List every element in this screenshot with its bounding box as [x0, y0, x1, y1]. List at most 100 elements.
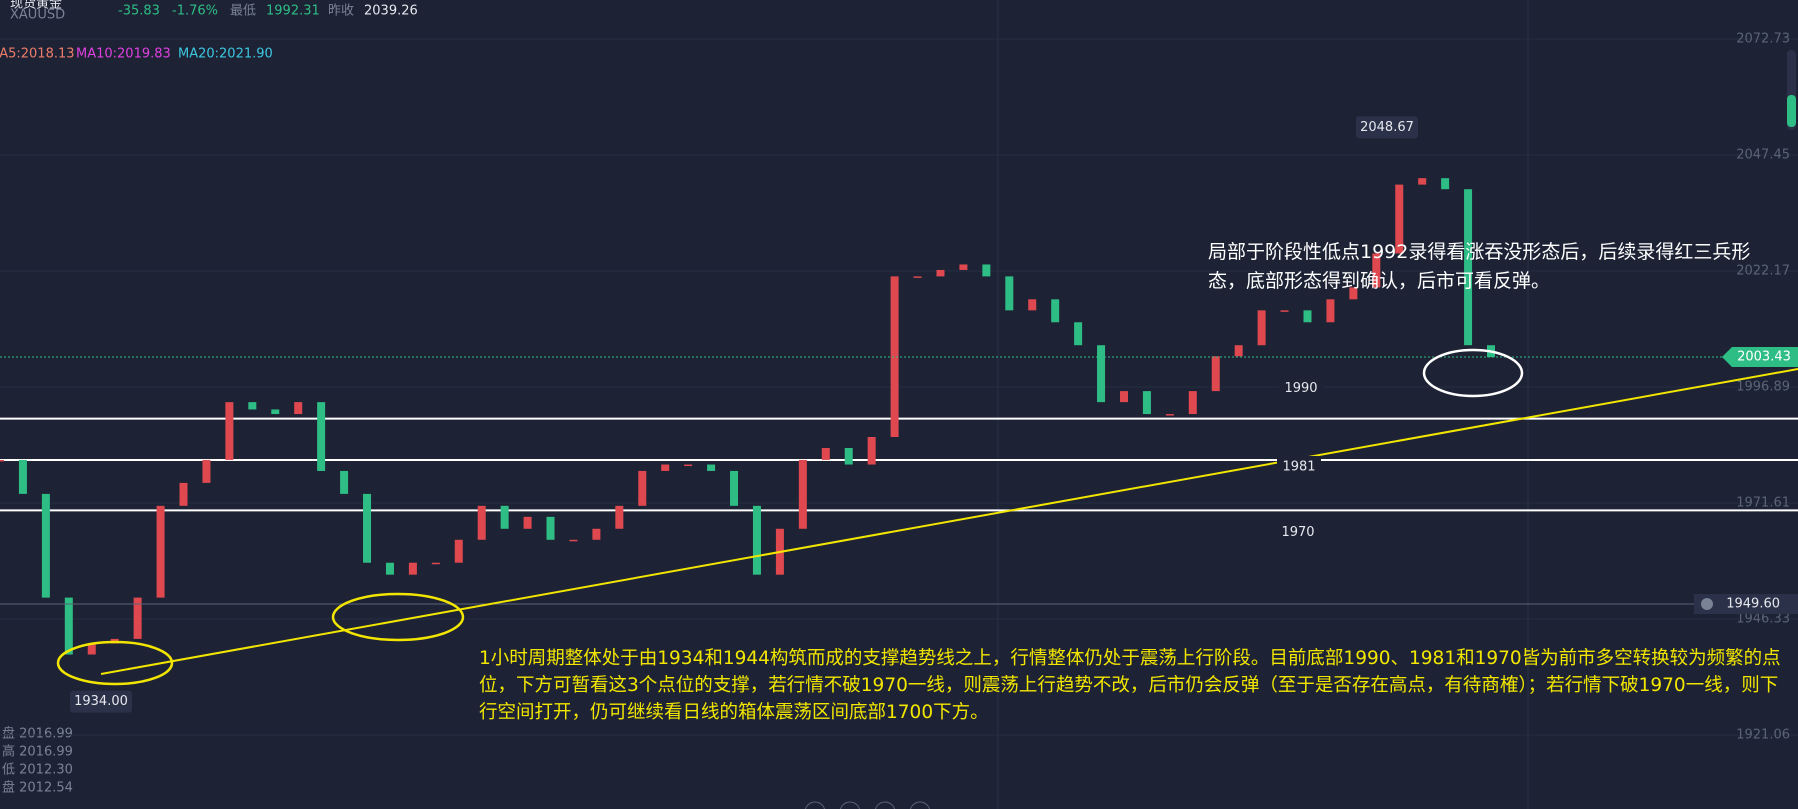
candle: [1119, 391, 1128, 403]
candle: [1280, 310, 1289, 312]
candle: [569, 539, 578, 542]
candle: [890, 276, 899, 437]
candle: [661, 464, 670, 471]
scrollbar-thumb[interactable]: [1787, 95, 1796, 127]
analysis-note: 1小时周期整体处于由1934和1944构筑而成的支撑趋势线之上，行情整体仍处于震…: [479, 648, 1781, 723]
y-tick-label: 1921.06: [1736, 728, 1790, 743]
candle: [408, 562, 417, 575]
level-label: 1970: [1281, 525, 1314, 540]
candle: [982, 264, 991, 277]
button[interactable]: [804, 801, 826, 809]
ohlc-high: 高 2016.99: [2, 744, 73, 760]
y-tick-label: 2022.17: [1736, 264, 1790, 279]
candle: [959, 264, 968, 270]
current-price-label: 2003.43: [1737, 350, 1791, 365]
y-tick-label: 1996.89: [1736, 380, 1790, 395]
candle: [1257, 310, 1266, 346]
candle: [1418, 178, 1427, 185]
annotation-note: 局部于阶段性低点1992录得看涨吞没形态后，后续录得红三兵形态，底部形态得到确认…: [1208, 241, 1751, 292]
low-label-box: [70, 690, 132, 713]
candle: [1051, 299, 1060, 323]
candle: [1326, 299, 1335, 323]
plot: [0, 38, 1798, 736]
candle: [844, 448, 853, 465]
ma10: MA10:2019.83: [76, 47, 171, 62]
prev-close-value: 2039.26: [364, 4, 418, 19]
button[interactable]: [909, 801, 931, 809]
trend-line: [100, 368, 1798, 675]
candle: [1211, 356, 1220, 392]
candle: [867, 436, 876, 465]
candle: [821, 448, 830, 460]
change: -35.83: [118, 4, 160, 19]
level-label: 1990: [1284, 381, 1317, 396]
candle: [707, 464, 716, 471]
level-label: 1981: [1282, 459, 1315, 474]
instrument-title: 现货黄金: [10, 0, 62, 12]
candle: [363, 493, 372, 563]
candle: [133, 597, 142, 639]
candle: [1372, 253, 1381, 288]
candle: [1165, 414, 1174, 416]
low-label: 1934.00: [74, 694, 128, 709]
candle: [1441, 178, 1450, 190]
current-price-tag: [1722, 347, 1798, 368]
button[interactable]: [874, 801, 896, 809]
y-tick-label: 2072.73: [1736, 32, 1790, 47]
candle: [798, 459, 807, 529]
candle: [0, 459, 4, 462]
candle: [1395, 184, 1404, 254]
ma20: MA20:2021.90: [178, 47, 273, 62]
candle: [592, 528, 601, 540]
highlight-ellipse: [331, 592, 465, 642]
highlight-ellipse: [56, 640, 174, 686]
level-label-box: [1277, 455, 1321, 478]
candle: [271, 409, 280, 415]
candle: [202, 459, 211, 483]
prev-close-label: 昨收: [328, 4, 354, 19]
candle: [1464, 189, 1473, 346]
y-tick-label: 1971.61: [1736, 496, 1790, 511]
level-label-box: [1276, 521, 1320, 544]
candle: [1303, 310, 1312, 323]
candle: [1028, 299, 1037, 311]
change-pct: -1.76%: [172, 4, 218, 19]
ohlc-open: 盘 2016.99: [2, 726, 73, 742]
candle: [454, 539, 463, 563]
candle: [1349, 287, 1358, 300]
candle: [477, 505, 486, 540]
candle: [913, 276, 922, 278]
candle: [1005, 276, 1014, 311]
candle: [18, 459, 27, 494]
candle: [936, 269, 945, 277]
highlight-ellipse: [1422, 348, 1524, 398]
candle: [1234, 345, 1243, 357]
high-label-box: [1356, 116, 1418, 139]
candle: [248, 402, 257, 410]
candle: [1142, 391, 1151, 415]
low-label: 最低: [230, 4, 256, 19]
alert-icon: [1701, 598, 1713, 611]
candle: [684, 464, 693, 467]
y-tick-label: 1946.33: [1736, 612, 1790, 627]
ma5: MA5:2018.13: [0, 47, 75, 62]
candle: [340, 470, 349, 494]
candle: [385, 562, 394, 575]
candle: [41, 493, 50, 598]
candle: [294, 402, 303, 415]
candle: [1097, 345, 1106, 403]
candle: [730, 470, 739, 506]
candle: [500, 505, 509, 529]
candle: [179, 482, 188, 506]
button[interactable]: [839, 801, 861, 809]
candle: [317, 402, 326, 471]
candle: [1188, 391, 1197, 415]
labels: 2072.73 2047.45 2022.17 1996.89 1971.61 1946.…: [70, 32, 1798, 743]
low-value: 1992.31: [266, 4, 320, 19]
candle: [752, 505, 761, 575]
ohlc-low: 低 2012.30: [2, 763, 73, 778]
bottom-buttons: [804, 801, 931, 809]
alert-tag: [1694, 594, 1798, 615]
